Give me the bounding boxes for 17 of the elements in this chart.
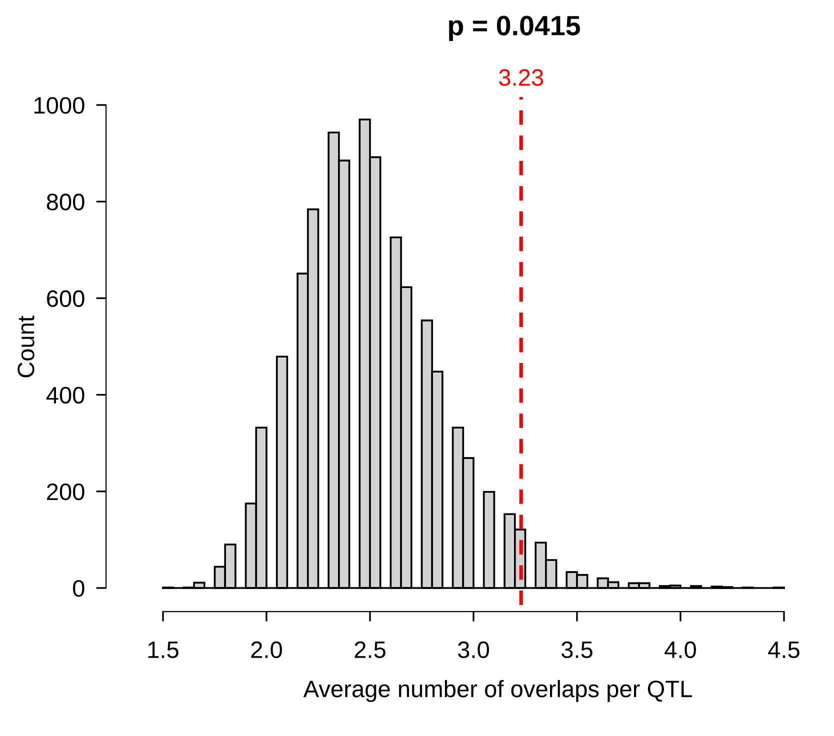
x-tick-label: 3.5 [561, 641, 592, 658]
y-tick-label: 600 [47, 290, 84, 307]
y-tick-label: 1000 [34, 97, 84, 114]
x-tick-label: 3.0 [458, 641, 489, 658]
y-tick-label: 0 [73, 580, 84, 597]
x-tick-label: 4.0 [664, 641, 696, 658]
x-tick-label: 1.5 [148, 642, 178, 658]
x-tick-label: 4.5 [768, 642, 800, 658]
y-tick-label: 200 [47, 483, 84, 500]
y-tick-label: 400 [46, 386, 84, 404]
y-axis-title: Count [18, 316, 34, 378]
chart-title: p = 0.0415 [449, 16, 580, 41]
x-tick-label: 2.0 [251, 641, 282, 658]
x-axis-title: Average number of overlaps per QTL [303, 680, 692, 702]
y-tick-label: 800 [46, 194, 84, 210]
ref-line-label: 3.23 [499, 69, 544, 86]
x-tick-label: 2.5 [354, 641, 386, 658]
